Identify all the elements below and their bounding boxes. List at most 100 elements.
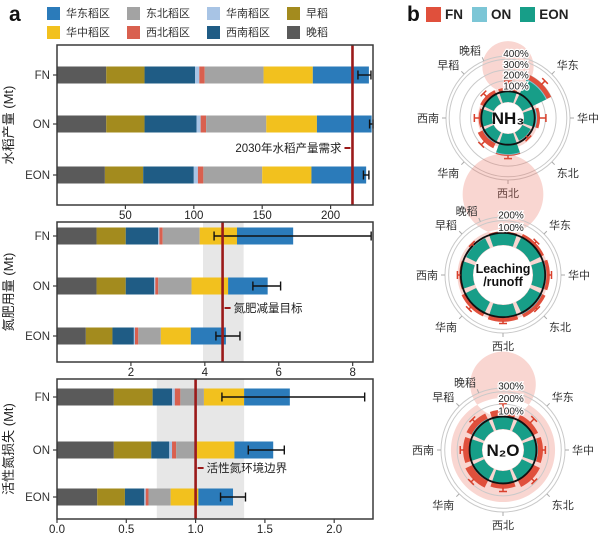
region-legend-item: 华东稻区	[47, 4, 110, 22]
region-legend-swatch	[207, 25, 220, 39]
region-legend-item: 华南稻区	[207, 4, 270, 22]
bar-segment	[152, 388, 173, 406]
grid-ring	[448, 58, 568, 178]
x-tick-label: 0.0	[49, 524, 65, 536]
sector-label: 西北	[492, 519, 514, 532]
sector-label: 西南	[416, 269, 438, 282]
x-tick-label: 50	[119, 210, 132, 222]
bar-segment	[124, 488, 145, 506]
bar-segment	[96, 227, 126, 245]
scenario-legend-swatch	[426, 7, 441, 22]
bar-segment	[311, 166, 367, 184]
region-legend-item: 华中稻区	[47, 23, 110, 41]
region-legend-item: 西南稻区	[207, 23, 270, 41]
wedge-EON	[499, 91, 517, 103]
sector-label: 晚稻	[454, 376, 476, 389]
bar-segment	[57, 66, 107, 84]
region-legend-label: 西北稻区	[146, 27, 190, 39]
label-tick	[458, 230, 463, 235]
bar-segment	[154, 277, 156, 295]
bar-segment	[196, 441, 235, 459]
x-tick-label: 150	[253, 210, 272, 222]
wedge-EON	[496, 133, 520, 155]
whisker-cap	[531, 478, 538, 485]
bar-segment	[162, 227, 200, 245]
scenario-legend-item: FN	[426, 7, 463, 22]
wedge-EON	[516, 288, 542, 314]
ring-percent-label: 400%	[503, 49, 529, 60]
bar-segment	[176, 441, 197, 459]
x-tick-label: 200	[321, 210, 340, 222]
sector-晚稻	[489, 409, 517, 431]
ring-percent-label: 100%	[498, 407, 524, 418]
sector-label: 华南	[435, 320, 457, 334]
bar-segment	[312, 66, 369, 84]
x-tick-label: 1.0	[188, 524, 204, 536]
plot-frame	[56, 44, 374, 206]
bar-segment	[174, 388, 181, 406]
wedge-EON	[466, 238, 490, 262]
region-legend-label: 晚稻	[306, 27, 328, 39]
grid-ring	[448, 220, 558, 330]
region-legend-item: 东北稻区	[127, 4, 190, 22]
panel-a: a 华东稻区 华中稻区 东北稻区 西北稻区 华南稻区 西南稻区 早稻 晚稻 FN ON EON 20…	[1, 4, 374, 536]
bar-segment	[112, 327, 134, 345]
wedge-EON	[516, 237, 541, 262]
region-legend-swatch	[287, 6, 300, 20]
bar-row-ON	[57, 441, 285, 459]
wedge-EON	[472, 419, 494, 441]
hundred-percent-circle	[459, 231, 547, 319]
sector-华南	[461, 288, 490, 317]
bar-row-FN	[57, 388, 366, 406]
wedge-EON	[531, 261, 546, 289]
ring-percent-label: 100%	[503, 81, 529, 92]
x-tick-label: 100	[184, 210, 203, 222]
bar-segment	[193, 166, 198, 184]
region-legend-swatch	[207, 6, 220, 20]
bar-segment	[198, 488, 234, 506]
region-legend-swatch	[287, 25, 300, 39]
bar-segment	[172, 388, 175, 406]
label-tick	[478, 217, 481, 222]
scenario-legend-label: ON	[491, 7, 512, 22]
whisker-cap	[480, 90, 487, 97]
ring-percent-label: 300%	[498, 382, 524, 393]
sector-label: 东北	[557, 167, 579, 180]
scenario-legend-label: EON	[539, 7, 569, 22]
bar-row-EON	[57, 166, 370, 184]
bar-segment	[57, 327, 86, 345]
wedge-EON	[515, 80, 546, 111]
bar-segment	[125, 277, 155, 295]
sector-东北	[515, 125, 532, 142]
bar-segment	[113, 388, 153, 406]
whisker	[480, 140, 486, 146]
region-legend-label: 早稻	[306, 8, 328, 20]
bar-segment	[195, 66, 200, 84]
bar-segment	[106, 66, 145, 84]
bar-segment	[206, 115, 267, 133]
region-legend-item: 早稻	[287, 4, 328, 22]
center-hole	[473, 245, 533, 305]
n-fertilizer-chart: FN ON EON 氮肥减量目标 2 4 6 8 氮肥用量 (Mt)	[1, 221, 374, 379]
wedge-EON	[464, 288, 490, 314]
wedge-EON	[481, 109, 493, 127]
sector-华中	[522, 437, 543, 463]
wedge-EON	[461, 261, 475, 289]
sector-label: 早稻	[437, 59, 459, 72]
x-tick-label: 6	[276, 367, 282, 379]
sector-label: 华中	[577, 111, 599, 125]
y-axis-title: 活性氮损失 (Mt)	[1, 403, 16, 495]
bar-segment	[85, 327, 113, 345]
center-hole	[492, 102, 524, 134]
sector-label: 晚稻	[456, 205, 478, 218]
sector-华中	[531, 259, 550, 291]
row-label: ON	[33, 445, 50, 457]
whisker-cap	[533, 238, 540, 245]
sector-label: 东北	[552, 499, 574, 512]
scenario-legend-item: EON	[520, 7, 569, 22]
whisker	[540, 80, 546, 86]
x-tick-label: 4	[202, 367, 209, 379]
row-label: FN	[35, 231, 50, 243]
